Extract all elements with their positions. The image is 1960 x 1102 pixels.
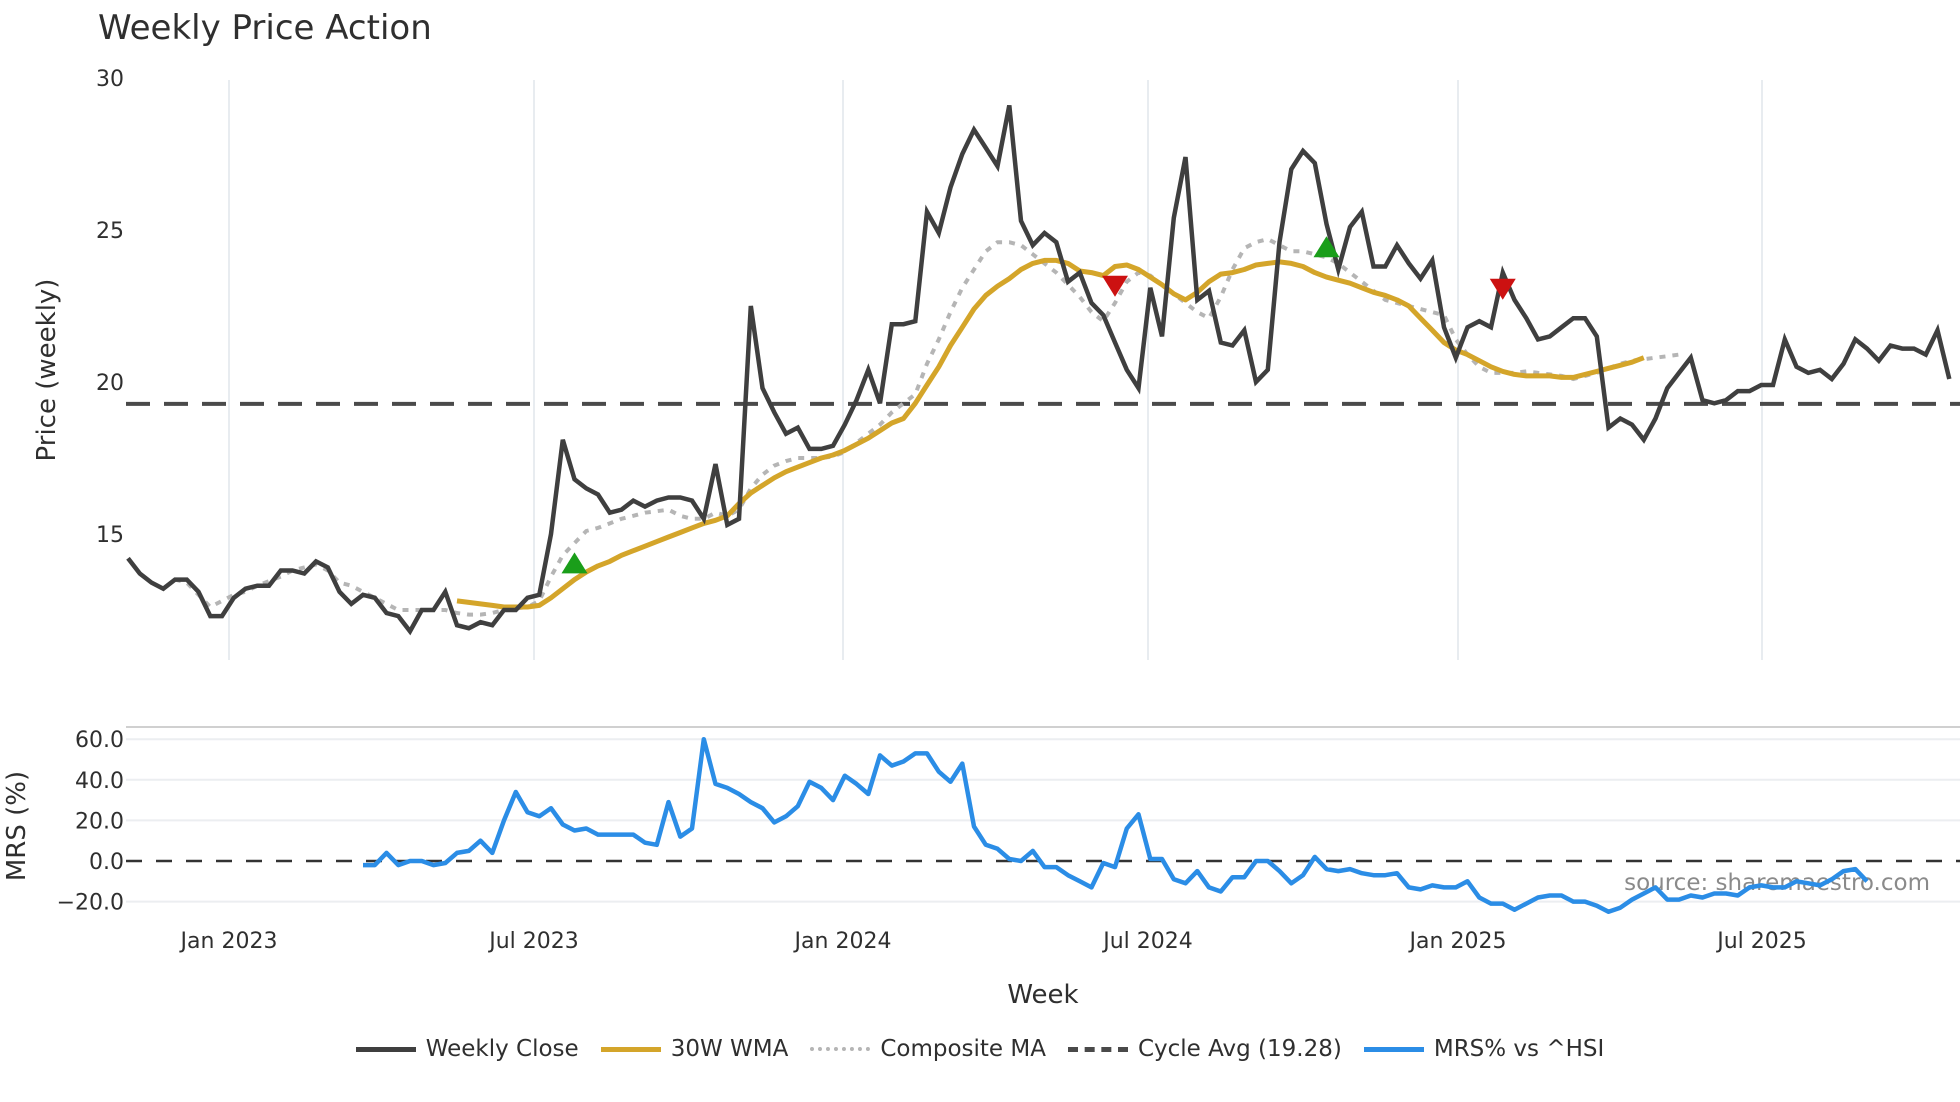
legend-label: MRS% vs ^HSI xyxy=(1433,1036,1605,1062)
y-tick-label: 20.0 xyxy=(75,809,124,834)
price-y-ticks: 15 20 25 30 xyxy=(96,67,124,548)
legend: Weekly Close 30W WMA Composite MA Cycle Avg… xyxy=(0,1036,1960,1062)
x-tick-label: Jan 2024 xyxy=(793,929,892,954)
buy-signal-icon xyxy=(561,552,588,574)
chart-area: 15 20 25 30 60.0 40.0 20.0 0.0 −20.0 Jan 2023 Ju… xyxy=(2,67,1960,1010)
legend-swatch-icon xyxy=(810,1047,871,1051)
legend-swatch-icon xyxy=(600,1046,661,1052)
y-tick-label: 40.0 xyxy=(75,769,124,794)
weekly-close-line xyxy=(126,104,1952,636)
legend-label: Weekly Close xyxy=(425,1036,579,1062)
legend-swatch-icon xyxy=(1363,1046,1424,1052)
composite-ma-line xyxy=(174,236,1680,617)
legend-label: Composite MA xyxy=(880,1036,1046,1062)
mrs-y-ticks: 60.0 40.0 20.0 0.0 −20.0 xyxy=(57,728,124,915)
source-watermark: source: sharemaestro.com xyxy=(1624,870,1930,896)
mrs-axis-title: MRS (%) xyxy=(2,771,32,881)
y-tick-label: 15 xyxy=(96,523,124,548)
y-tick-label: 20 xyxy=(96,371,124,396)
legend-item[interactable]: MRS% vs ^HSI xyxy=(1363,1036,1605,1062)
sell-signal-icon xyxy=(1489,278,1516,300)
x-axis-ticks: Jan 2023 Jul 2023 Jan 2024 Jul 2024 Jan 2025… xyxy=(179,929,1807,954)
chart-title: Weekly Price Action xyxy=(98,8,432,48)
signal-markers xyxy=(561,236,1516,574)
x-tick-label: Jul 2023 xyxy=(487,929,579,954)
legend-swatch-icon xyxy=(1067,1046,1128,1052)
sell-signal-icon xyxy=(1102,275,1128,297)
mrs-gridlines xyxy=(126,738,1960,903)
x-tick-label: Jul 2025 xyxy=(1715,929,1807,954)
buy-signal-icon xyxy=(1313,236,1340,258)
wma-line xyxy=(456,257,1645,610)
y-tick-label: −20.0 xyxy=(57,891,124,916)
y-tick-label: 0.0 xyxy=(89,850,124,875)
legend-item[interactable]: 30W WMA xyxy=(600,1036,789,1062)
x-tick-label: Jan 2023 xyxy=(179,929,278,954)
legend-item[interactable]: Cycle Avg (19.28) xyxy=(1067,1036,1342,1062)
vertical-gridlines xyxy=(228,80,1763,660)
x-axis-title: Week xyxy=(1007,980,1078,1010)
legend-item[interactable]: Composite MA xyxy=(810,1036,1046,1062)
legend-label: 30W WMA xyxy=(670,1036,789,1062)
mrs-line xyxy=(363,736,1869,915)
price-axis-title: Price (weekly) xyxy=(32,279,62,462)
legend-label: Cycle Avg (19.28) xyxy=(1137,1036,1342,1062)
y-tick-label: 30 xyxy=(96,67,124,92)
legend-item[interactable]: Weekly Close xyxy=(355,1036,579,1062)
x-tick-label: Jul 2024 xyxy=(1101,929,1193,954)
x-tick-label: Jan 2025 xyxy=(1408,929,1507,954)
y-tick-label: 25 xyxy=(96,219,124,244)
y-tick-label: 60.0 xyxy=(75,728,124,753)
legend-swatch-icon xyxy=(355,1046,416,1052)
